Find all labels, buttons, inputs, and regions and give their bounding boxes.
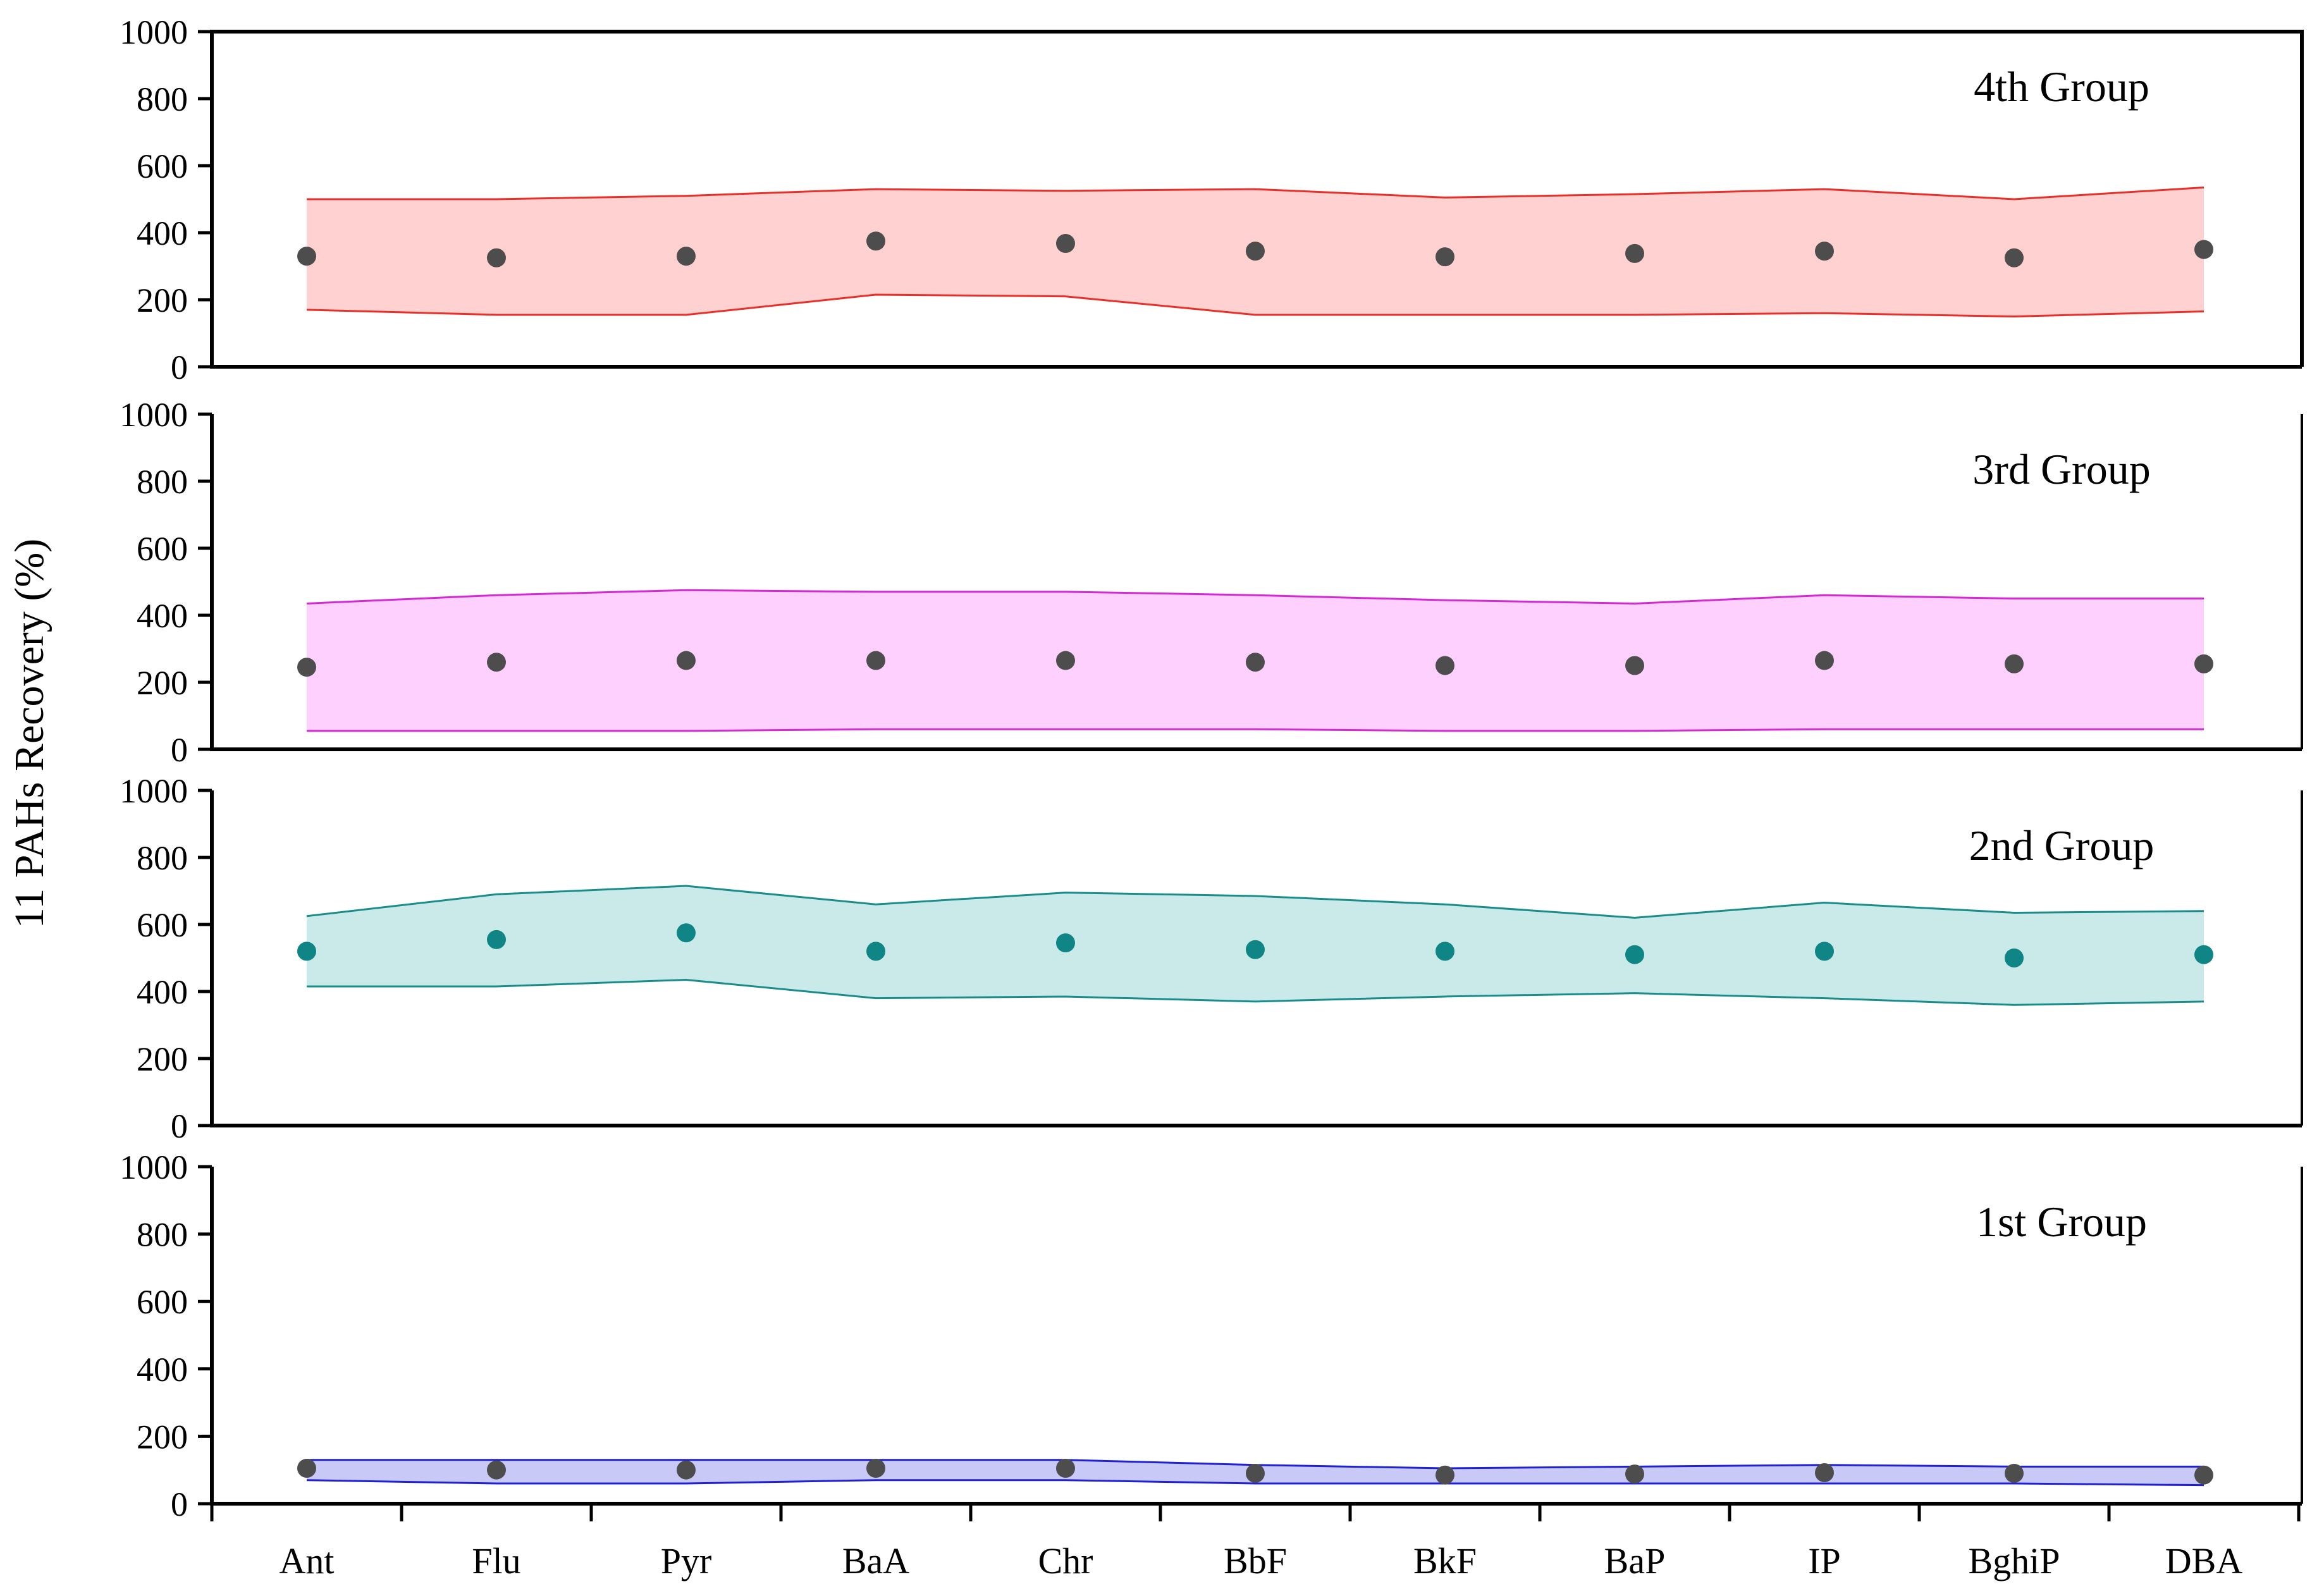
mean-point — [1436, 1465, 1454, 1485]
group-label: 4th Group — [1974, 63, 2149, 111]
mean-point — [2005, 1464, 2024, 1483]
x-tick-label: BbF — [1224, 1540, 1287, 1581]
upper-bound-line — [306, 589, 2204, 605]
x-tick-label: BghiP — [1968, 1540, 2060, 1581]
mean-point — [677, 1460, 696, 1480]
mean-point — [487, 248, 506, 267]
mean-point — [866, 231, 885, 251]
y-tick-label: 600 — [137, 906, 188, 944]
mean-point — [2194, 654, 2213, 673]
y-tick-label: 1000 — [120, 396, 188, 434]
mean-point — [1625, 945, 1644, 964]
mean-point — [1815, 242, 1834, 261]
group-label: 1st Group — [1976, 1198, 2147, 1246]
x-axis: Ant Flu Pyr BaA Chr BbF BkF BaP IP BghiP DBA — [210, 1504, 2301, 1581]
mean-point — [1056, 933, 1075, 953]
mean-point — [1436, 247, 1454, 267]
mean-point — [1815, 1463, 1834, 1482]
y-tick-label: 0 — [171, 1485, 188, 1523]
y-tick-label: 1000 — [120, 13, 188, 51]
y-tick-label: 1000 — [120, 1148, 188, 1186]
mean-point — [2194, 1465, 2213, 1485]
mean-point — [1436, 656, 1454, 675]
x-tick-label: BaP — [1604, 1540, 1666, 1581]
mean-point — [1246, 653, 1265, 672]
lower-bound-line — [306, 1479, 2204, 1487]
mean-point — [297, 1459, 316, 1478]
mean-point — [1056, 233, 1075, 253]
x-tick-label: Ant — [280, 1540, 335, 1581]
mean-point — [1815, 651, 1834, 670]
lower-bound-line — [307, 978, 2204, 1006]
mean-point — [2005, 248, 2024, 267]
x-tick-label: Flu — [472, 1540, 520, 1581]
panel-1: 0 200 400 600 800 1000 4th Group — [120, 13, 2304, 386]
mean-point — [677, 247, 696, 266]
upper-bound-line — [307, 186, 2204, 200]
group-label: 2nd Group — [1969, 821, 2155, 869]
mean-point — [866, 942, 885, 961]
mean-point — [487, 1460, 506, 1480]
y-tick-label: 200 — [137, 664, 188, 702]
y-tick-label: 0 — [171, 731, 188, 769]
panel-4: 0 200 400 600 800 1000 1st Group — [120, 1148, 2303, 1523]
x-tick-label: IP — [1808, 1540, 1841, 1581]
mean-point — [2194, 240, 2213, 259]
panels: 0 200 400 600 800 1000 4th Group 0 200 400 600 800 1… — [120, 13, 2304, 1523]
mean-point — [677, 651, 696, 670]
mean-point — [297, 247, 316, 266]
y-tick-label: 600 — [137, 1283, 188, 1321]
x-tick-label: DBA — [2165, 1540, 2243, 1581]
y-tick-label: 600 — [137, 530, 188, 568]
upper-bound-line — [306, 885, 2204, 919]
mean-point — [1625, 656, 1644, 675]
y-tick-label: 400 — [137, 1351, 188, 1389]
mean-point — [1625, 243, 1644, 263]
mean-point — [2005, 654, 2024, 673]
x-tick-label: Pyr — [661, 1540, 712, 1581]
lower-bound-line — [306, 293, 2204, 318]
y-tick-label: 400 — [137, 214, 188, 252]
y-tick-label: 1000 — [120, 772, 188, 810]
lower-bound-line — [307, 728, 2204, 732]
y-tick-label: 600 — [137, 147, 188, 185]
panel-3: 0 200 400 600 800 1000 2nd Group — [120, 772, 2303, 1145]
mean-point — [866, 1459, 885, 1478]
x-tick-label: BkF — [1413, 1540, 1477, 1581]
y-tick-label: 800 — [137, 80, 188, 118]
x-tick-label: Chr — [1038, 1540, 1093, 1581]
y-tick-label: 200 — [137, 281, 188, 319]
mean-point — [2005, 949, 2024, 967]
mean-point — [866, 651, 885, 670]
mean-point — [1246, 1464, 1265, 1483]
y-axis-label: 11 PAHs Recovery (%) — [6, 539, 52, 929]
y-tick-label: 0 — [171, 1107, 188, 1145]
mean-point — [1246, 242, 1265, 261]
mean-point — [1815, 942, 1834, 961]
y-tick-label: 0 — [171, 348, 188, 386]
mean-point — [2194, 945, 2213, 964]
mean-point — [487, 653, 506, 672]
y-tick-label: 200 — [137, 1418, 188, 1456]
y-tick-label: 800 — [137, 839, 188, 877]
y-tick-label: 200 — [137, 1040, 188, 1078]
x-tick-label: BaA — [842, 1540, 909, 1581]
y-tick-label: 400 — [137, 597, 188, 635]
mean-point — [1625, 1464, 1644, 1484]
mean-point — [487, 930, 506, 949]
y-tick-label: 400 — [137, 973, 188, 1011]
mean-point — [1056, 1459, 1075, 1478]
mean-point — [677, 923, 696, 943]
mean-point — [297, 942, 316, 961]
y-tick-label: 800 — [137, 463, 188, 501]
mean-point — [1436, 942, 1454, 961]
mean-point — [297, 658, 316, 677]
mean-point — [1056, 651, 1075, 670]
group-label: 3rd Group — [1972, 445, 2150, 493]
mean-point — [1246, 940, 1265, 959]
panel-2: 0 200 400 600 800 1000 3rd Group — [120, 396, 2303, 769]
y-tick-label: 800 — [137, 1216, 188, 1254]
